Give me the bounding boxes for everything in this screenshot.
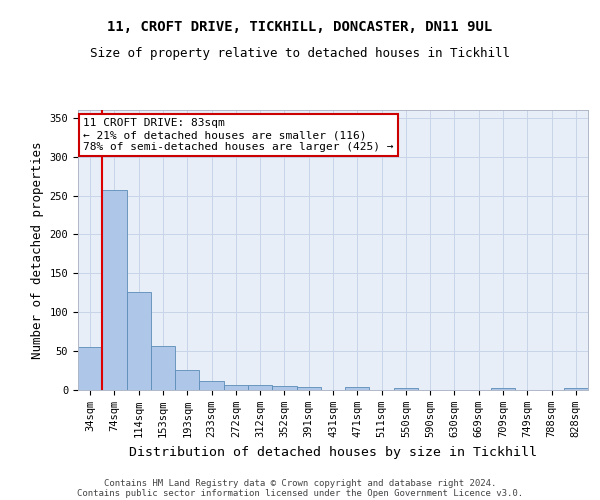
Bar	[175, 370, 199, 390]
Bar	[102, 190, 127, 390]
Text: Size of property relative to detached houses in Tickhill: Size of property relative to detached ho…	[90, 48, 510, 60]
Bar	[491, 388, 515, 390]
Bar	[199, 380, 224, 390]
Text: Contains HM Land Registry data © Crown copyright and database right 2024.: Contains HM Land Registry data © Crown c…	[104, 478, 496, 488]
Bar	[248, 386, 272, 390]
Bar	[78, 347, 102, 390]
Bar	[564, 388, 588, 390]
Bar	[127, 292, 151, 390]
Text: 11 CROFT DRIVE: 83sqm
← 21% of detached houses are smaller (116)
78% of semi-det: 11 CROFT DRIVE: 83sqm ← 21% of detached …	[83, 118, 394, 152]
Text: 11, CROFT DRIVE, TICKHILL, DONCASTER, DN11 9UL: 11, CROFT DRIVE, TICKHILL, DONCASTER, DN…	[107, 20, 493, 34]
X-axis label: Distribution of detached houses by size in Tickhill: Distribution of detached houses by size …	[129, 446, 537, 458]
Y-axis label: Number of detached properties: Number of detached properties	[31, 141, 44, 359]
Bar	[151, 346, 175, 390]
Bar	[345, 387, 370, 390]
Text: Contains public sector information licensed under the Open Government Licence v3: Contains public sector information licen…	[77, 488, 523, 498]
Bar	[272, 386, 296, 390]
Bar	[296, 387, 321, 390]
Bar	[224, 386, 248, 390]
Bar	[394, 388, 418, 390]
